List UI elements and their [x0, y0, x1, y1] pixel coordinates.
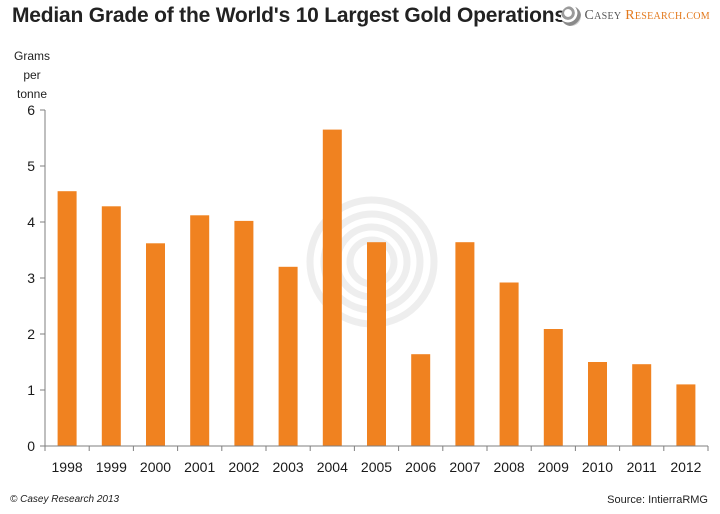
logo-text: Casey Research.com	[584, 8, 710, 24]
logo-first: Casey	[584, 8, 622, 23]
x-tick-label: 2010	[582, 459, 613, 475]
y-tick-label: 2	[27, 326, 35, 342]
bar	[588, 362, 607, 446]
bar	[146, 243, 165, 446]
bar	[411, 354, 431, 446]
axes-group: 1998 1999 2000 2001 2002 2003 2004 2005 2006 2007…	[27, 102, 709, 475]
y-tick-label: 0	[27, 438, 35, 454]
x-tick-label: 2008	[494, 459, 525, 475]
x-tick-label: 2002	[228, 459, 259, 475]
x-tick-label: 2001	[184, 459, 215, 475]
chart-title: Median Grade of the World's 10 Largest G…	[12, 4, 566, 27]
y-tick-label: 4	[27, 214, 35, 230]
y-tick-label: 1	[27, 382, 35, 398]
casey-research-logo: Casey Research.com	[561, 6, 710, 26]
y-tick-label: 3	[27, 270, 35, 286]
bar	[278, 266, 298, 446]
copyright-note: © Casey Research 2013	[10, 494, 120, 505]
bar	[101, 206, 121, 446]
y-tick-label: 6	[27, 102, 35, 118]
x-tick-label: 2003	[273, 459, 304, 475]
x-tick-label: 2012	[670, 459, 701, 475]
x-tick-label: 2005	[361, 459, 392, 475]
casey-research-spiral-icon	[561, 6, 582, 26]
bar	[190, 215, 210, 446]
bar	[455, 242, 475, 446]
bar	[676, 384, 696, 446]
bars-group	[57, 129, 696, 446]
bar	[543, 329, 563, 446]
x-tick-label: 2000	[140, 459, 171, 475]
bar	[632, 364, 652, 446]
x-tick-label: 2009	[538, 459, 569, 475]
bar	[322, 129, 342, 446]
x-tick-label: 2004	[317, 459, 348, 475]
source-note: Source: IntierraRMG	[607, 494, 708, 506]
bar	[234, 220, 254, 446]
x-tick-label: 1999	[96, 459, 127, 475]
logo-second: Research	[625, 8, 683, 23]
bar	[499, 282, 519, 446]
x-tick-label: 1998	[52, 459, 83, 475]
bar	[367, 242, 386, 446]
y-axis-label: Grams per tonne	[14, 49, 50, 101]
bar	[57, 191, 77, 446]
x-tick-label: 2007	[449, 459, 480, 475]
logo-domain: .com	[682, 8, 710, 23]
y-tick-label: 5	[27, 158, 35, 174]
x-tick-label: 2006	[405, 459, 436, 475]
x-tick-label: 2011	[627, 459, 657, 475]
